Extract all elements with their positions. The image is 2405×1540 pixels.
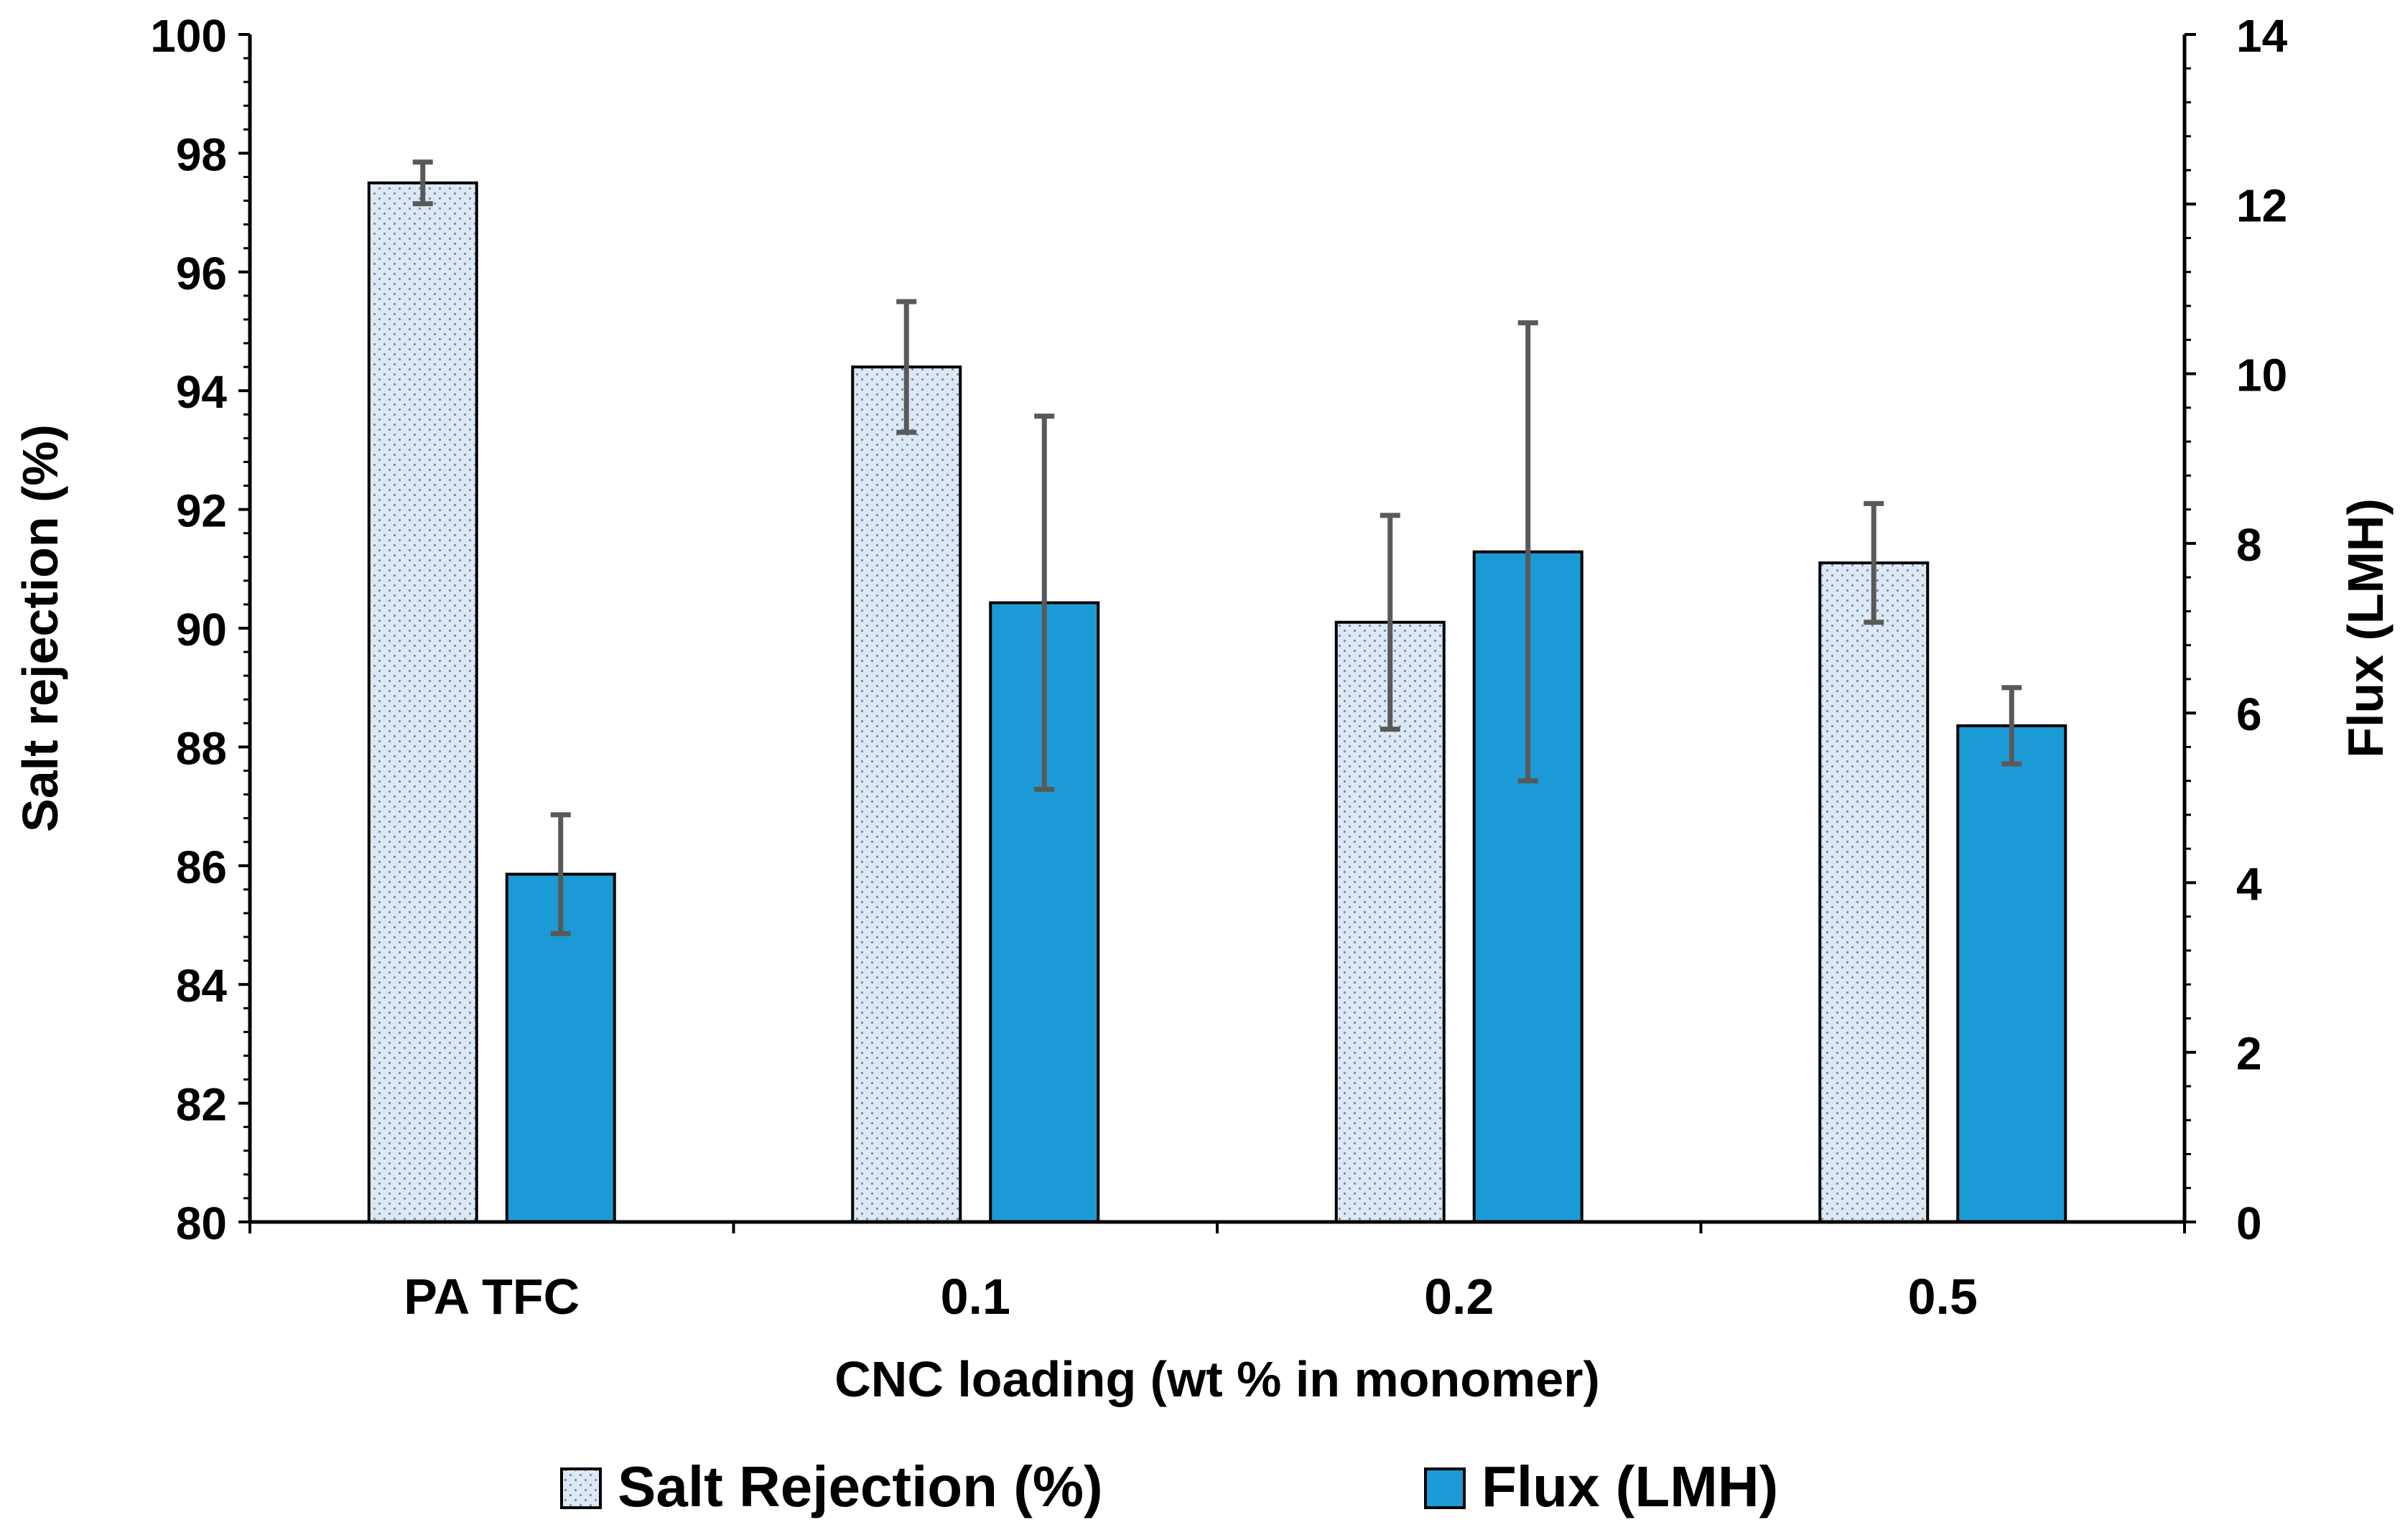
y-axis-right-title: Flux (LMH) xyxy=(2337,498,2394,758)
y-left-tick-label: 100 xyxy=(150,10,227,62)
y-left-tick-label: 98 xyxy=(176,129,227,180)
y-right-tick-label: 10 xyxy=(2236,350,2287,401)
y-left-tick-label: 82 xyxy=(176,1079,227,1131)
x-tick-label: 0.2 xyxy=(1424,1269,1494,1325)
y-right-tick-label: 8 xyxy=(2236,519,2262,571)
y-left-tick-label: 94 xyxy=(176,366,228,418)
y-right-tick-label: 0 xyxy=(2236,1198,2262,1249)
y-left-tick-label: 92 xyxy=(176,485,227,537)
x-tick-label: 0.5 xyxy=(1908,1269,1978,1325)
legend-label-flux: Flux (LMH) xyxy=(1481,1455,1778,1518)
x-tick-label: PA TFC xyxy=(404,1269,580,1325)
bar-salt-rejection-0 xyxy=(367,181,478,1223)
y-left-tick-label: 88 xyxy=(176,722,227,774)
y-right-tick-label: 4 xyxy=(2236,858,2262,910)
plot-area: 80 82 84 86 88 90 92 94 96 98 100 0 2 4 6 8 10 12 14 PA TFC… xyxy=(12,10,2394,1518)
x-axis-title: CNC loading (wt % in monomer) xyxy=(834,1351,1600,1407)
y-left-tick-label: 86 xyxy=(176,841,227,893)
x-tick-label: 0.1 xyxy=(941,1269,1010,1325)
y-left-tick-label: 84 xyxy=(176,960,228,1012)
bar-salt-rejection-1 xyxy=(851,365,962,1223)
y-right-tick-label: 12 xyxy=(2236,179,2287,231)
y-left-tick-label: 96 xyxy=(176,248,227,299)
legend-swatch-flux xyxy=(1424,1467,1466,1509)
y-left-tick-label: 90 xyxy=(176,604,227,655)
y-left-tick-label: 80 xyxy=(176,1198,227,1249)
bar-flux-3 xyxy=(1956,724,2067,1223)
y-axis-left-title: Salt rejection (%) xyxy=(12,424,68,832)
legend-label-salt-rejection: Salt Rejection (%) xyxy=(618,1455,1103,1518)
bar-salt-rejection-3 xyxy=(1818,561,1930,1223)
legend-swatch-salt-rejection xyxy=(560,1467,602,1509)
y-right-tick-label: 6 xyxy=(2236,689,2262,740)
y-right-tick-label: 14 xyxy=(2236,10,2288,62)
y-right-tick-label: 2 xyxy=(2236,1028,2262,1080)
